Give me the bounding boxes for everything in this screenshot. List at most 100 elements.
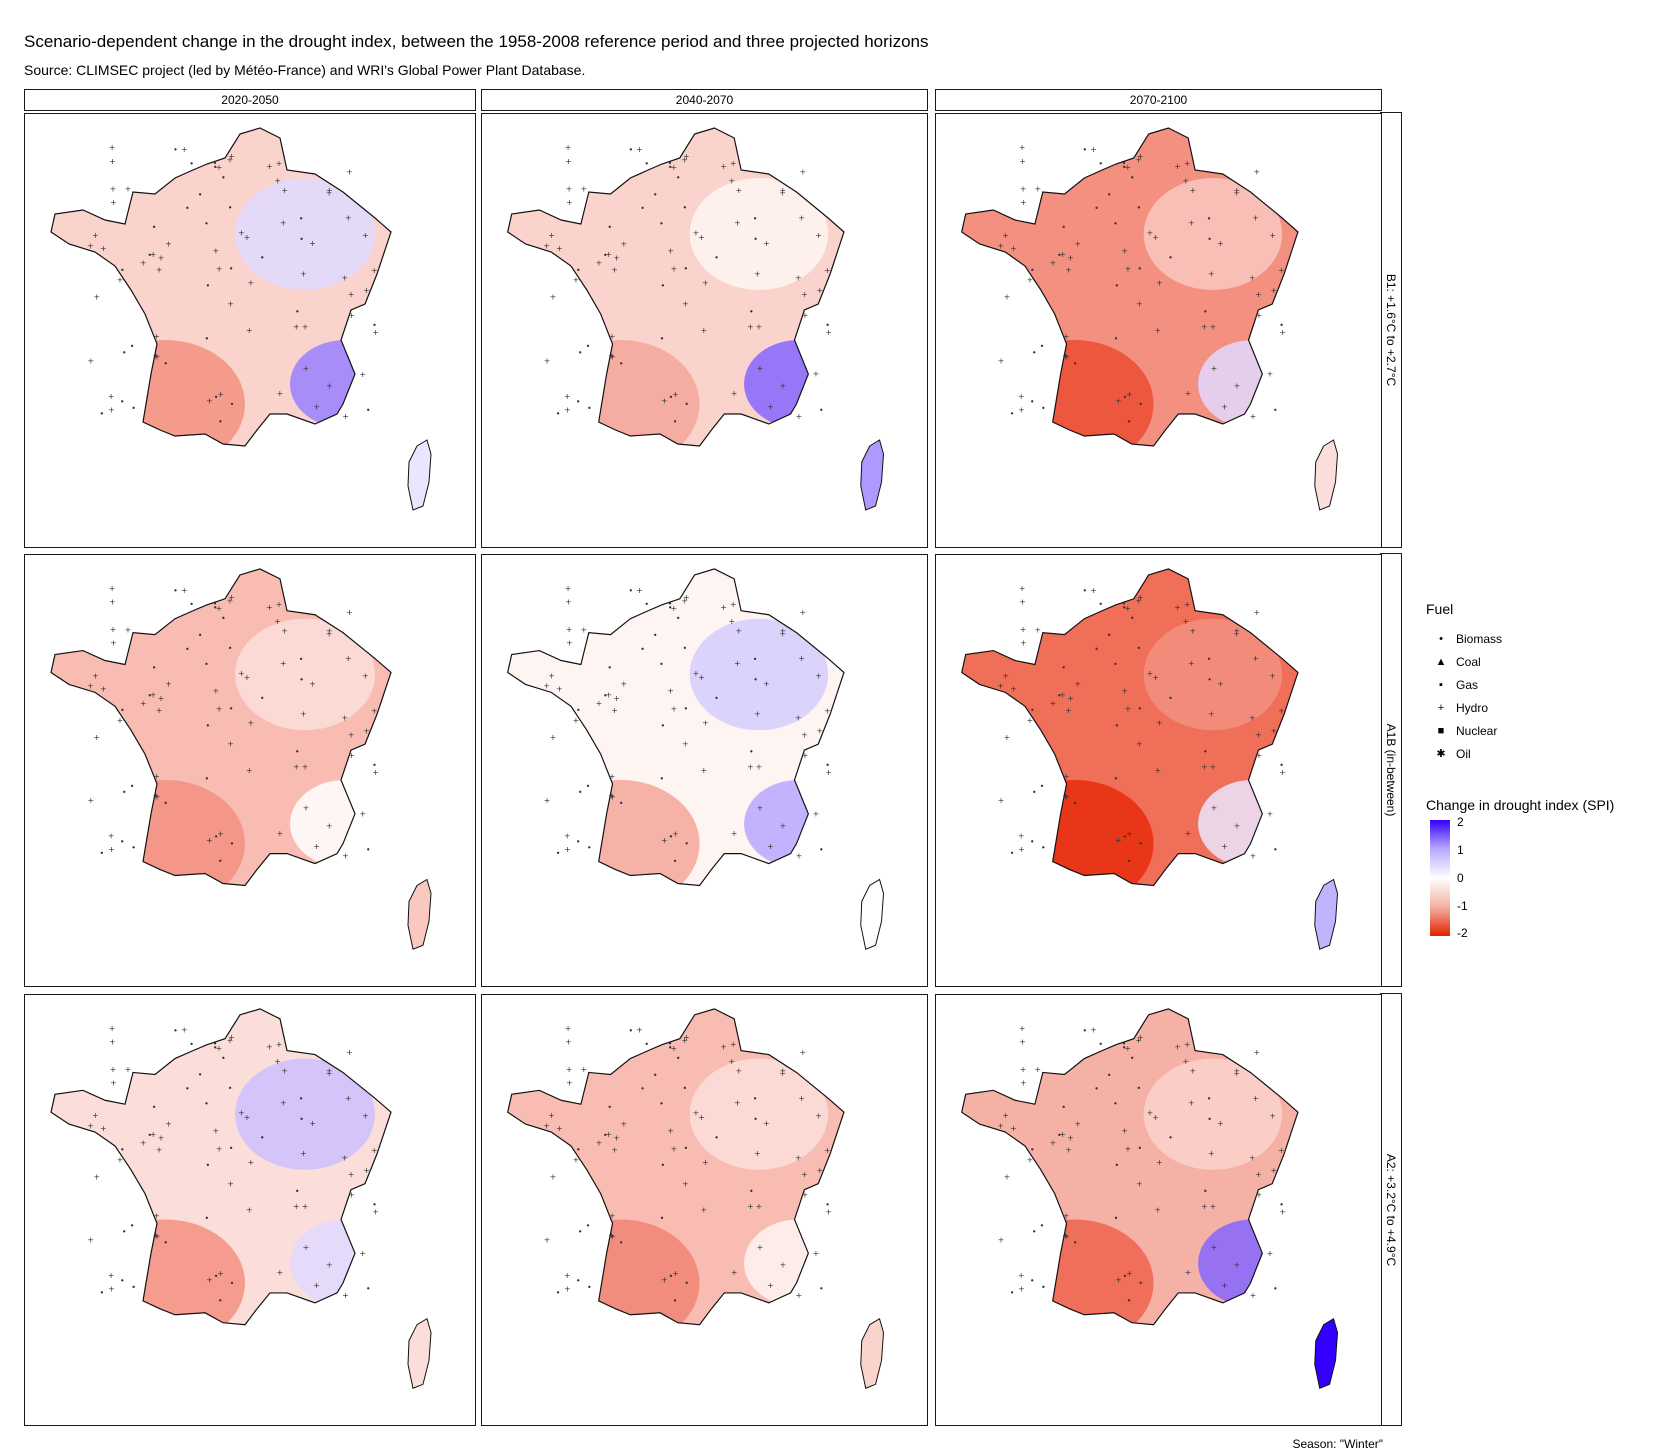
power-plant-marker: + (1208, 710, 1215, 719)
power-plant-marker: + (372, 768, 379, 777)
power-plant-marker: + (608, 352, 615, 361)
power-plant-marker: + (681, 1036, 688, 1045)
power-plant-marker: + (326, 1069, 333, 1078)
map-svg: +++•+++••+++++++•++•+•++••++••+•+•+•++++… (961, 568, 1339, 950)
power-plant-marker: + (227, 596, 234, 605)
power-plant-marker: + (110, 1078, 117, 1087)
power-plant-marker: + (747, 1202, 754, 1211)
power-plant-marker: • (1203, 1187, 1208, 1196)
facet-strip-col-1: 2020-2050 (24, 89, 476, 111)
map-svg: +++•+++••+++++++•++•+•++••++••+•+•+•++++… (50, 568, 432, 950)
power-plant-marker: + (1256, 311, 1263, 320)
power-plant-marker: • (1094, 1085, 1099, 1094)
power-plant-marker: + (565, 584, 572, 593)
power-plant-marker: + (544, 796, 551, 805)
fuel-legend-label: Oil (1456, 746, 1471, 761)
power-plant-marker: + (1269, 672, 1276, 681)
power-plant-marker: • (753, 214, 758, 223)
power-plant-marker: + (800, 167, 807, 176)
power-plant-marker: • (1130, 173, 1135, 182)
power-plant-marker: • (206, 1161, 211, 1170)
power-plant-marker: + (93, 733, 100, 742)
power-plant-marker: • (640, 645, 645, 654)
map-panel: + + + • + + + • • + + + + + + + • + + • + • + + • • + + • • + • + • + • + + + +… (935, 554, 1382, 987)
power-plant-marker: • (603, 251, 608, 260)
power-plant-marker: + (156, 1145, 163, 1154)
drought-region-north-east (689, 1058, 829, 1170)
power-plant-marker: • (682, 644, 687, 653)
power-plant-marker: • (1115, 1161, 1120, 1170)
power-plant-marker: + (735, 186, 742, 195)
power-plant-marker: + (117, 276, 124, 285)
power-plant-marker: + (825, 1208, 832, 1217)
power-plant-marker: + (1174, 603, 1181, 612)
france-outline (50, 568, 392, 887)
power-plant-marker: • (1114, 334, 1119, 343)
power-plant-marker: + (780, 821, 787, 830)
power-plant-marker: + (1152, 673, 1159, 682)
power-plant-marker: + (109, 1024, 116, 1033)
power-plant-marker: • (819, 845, 824, 854)
power-plant-marker: + (108, 406, 115, 415)
power-plant-marker: • (198, 631, 203, 640)
power-plant-marker: + (156, 266, 163, 275)
power-plant-marker: + (1136, 740, 1143, 749)
power-plant-marker: + (248, 278, 255, 287)
colorbar-tick: -1 (1457, 899, 1468, 913)
power-plant-marker: • (684, 1279, 689, 1288)
power-plant-marker: + (348, 311, 355, 320)
power-plant-marker: • (214, 833, 219, 842)
power-plant-marker: + (1147, 1108, 1154, 1117)
power-plant-marker: + (1137, 1033, 1144, 1042)
power-plant-marker: + (730, 600, 737, 609)
power-plant-marker: • (619, 1239, 624, 1248)
power-plant-marker: + (108, 1285, 115, 1294)
power-plant-marker: • (152, 223, 157, 232)
power-plant-marker: + (100, 1124, 107, 1133)
power-plant-marker: • (214, 1272, 219, 1281)
power-plant-marker: + (276, 1040, 283, 1049)
power-plant-marker: • (603, 691, 608, 700)
power-plant-marker: + (1135, 1036, 1142, 1045)
power-plant-marker: + (216, 705, 223, 714)
power-plant-marker: • (644, 1040, 649, 1049)
power-plant-marker: • (825, 1201, 830, 1210)
power-plant-marker: + (596, 259, 603, 268)
power-plant-marker: • (1122, 600, 1127, 609)
power-plant-marker: + (611, 1145, 618, 1154)
power-plant-marker: + (998, 1236, 1005, 1245)
fuel-legend-item: ✱ Oil (1426, 742, 1656, 765)
power-plant-marker: • (1122, 604, 1127, 613)
power-plant-marker: • (299, 214, 304, 223)
power-plant-marker: • (668, 1040, 673, 1049)
power-plant-marker: • (1041, 1283, 1046, 1292)
power-plant-marker: • (1207, 675, 1212, 684)
power-plant-marker: + (181, 145, 188, 154)
france-outline (507, 127, 845, 447)
power-plant-marker: + (1217, 1119, 1224, 1128)
power-plant-marker: • (260, 694, 265, 703)
power-plant-marker: + (1234, 186, 1241, 195)
power-plant-marker: • (556, 849, 561, 858)
power-plant-marker: + (1147, 669, 1154, 678)
power-plant-marker: + (815, 672, 822, 681)
power-plant-marker: + (342, 1291, 349, 1300)
power-plant-marker: + (1063, 352, 1070, 361)
power-plant-marker: + (342, 852, 349, 861)
power-plant-marker: + (217, 1269, 224, 1278)
power-plant-marker: • (1083, 586, 1088, 595)
power-plant-marker: + (815, 231, 822, 240)
power-plant-marker: + (670, 1044, 677, 1053)
power-plant-marker: • (1030, 706, 1035, 715)
power-plant-marker: + (346, 1048, 353, 1057)
power-plant-marker: + (274, 617, 281, 626)
power-plant-marker: + (92, 1111, 99, 1120)
power-plant-marker: + (825, 328, 832, 337)
power-plant-marker: + (671, 264, 678, 273)
power-plant-marker: • (229, 264, 234, 273)
power-plant-marker: + (730, 159, 737, 168)
france-outline (507, 568, 845, 887)
power-plant-marker: • (659, 660, 664, 669)
drought-region-north-east (1143, 1058, 1283, 1170)
power-plant-marker: + (341, 274, 348, 283)
